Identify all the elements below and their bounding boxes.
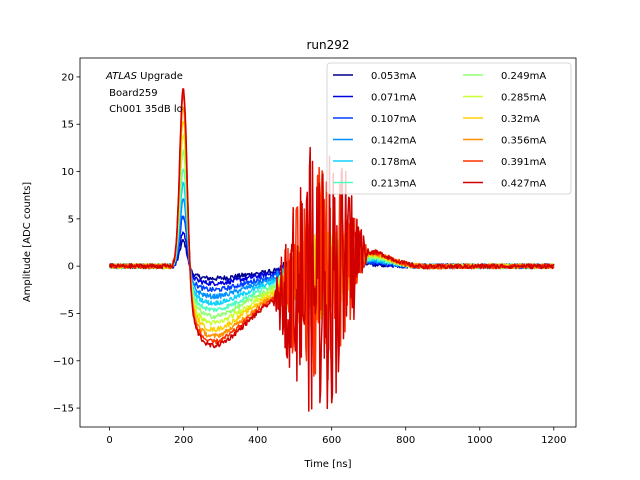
series-line xyxy=(108,88,555,412)
x-tick-label: 0 xyxy=(106,435,112,446)
x-axis: 0 200 400 600 800 1000 1200 xyxy=(106,427,567,446)
y-tick-label: 10 xyxy=(61,167,74,178)
legend-label: 0.142mA xyxy=(371,136,416,147)
legend-label: 0.071mA xyxy=(371,93,416,104)
annotation-line-3: Ch001 35dB lo xyxy=(106,104,183,115)
legend-label: 0.178mA xyxy=(371,157,416,168)
y-tick-label: 0 xyxy=(68,262,74,273)
plot-frame xyxy=(79,57,577,428)
svg-text:ATLAS Upgrade: ATLAS Upgrade xyxy=(105,71,183,82)
y-tick-label: 20 xyxy=(61,72,74,83)
y-tick-label: −10 xyxy=(53,356,74,367)
legend-label: 0.32mA xyxy=(501,114,540,125)
annotation: ATLAS Upgrade Board259 Ch001 35dB lo xyxy=(105,71,183,115)
y-tick-label: 5 xyxy=(68,214,74,225)
chart-title: run292 xyxy=(306,38,349,52)
annotation-italic: ATLAS xyxy=(105,71,138,82)
y-tick-label: 15 xyxy=(61,120,74,131)
legend-label: 0.285mA xyxy=(501,93,546,104)
x-tick-label: 1200 xyxy=(541,435,566,446)
legend-label: 0.107mA xyxy=(371,114,416,125)
legend-label: 0.213mA xyxy=(371,179,416,190)
x-tick-label: 1000 xyxy=(467,435,492,446)
x-tick-label: 400 xyxy=(248,435,267,446)
legend-label: 0.427mA xyxy=(501,179,546,190)
legend-label: 0.356mA xyxy=(501,136,546,147)
legend-frame xyxy=(326,62,572,195)
x-tick-label: 200 xyxy=(174,435,193,446)
legend: 0.053mA 0.071mA 0.107mA 0.142mA 0.178mA 0.213… xyxy=(326,62,572,195)
legend-label: 0.053mA xyxy=(371,71,416,82)
y-tick-label: −15 xyxy=(53,404,74,415)
y-axis: −15 −10 −5 0 5 10 15 20 xyxy=(53,72,80,415)
x-tick-label: 600 xyxy=(322,435,341,446)
legend-label: 0.249mA xyxy=(501,71,546,82)
x-tick-label: 800 xyxy=(396,435,415,446)
x-axis-title: Time [ns] xyxy=(303,459,351,470)
y-axis-title: Amplitude [ADC counts] xyxy=(22,182,33,302)
series-layer xyxy=(108,88,555,412)
y-tick-label: −5 xyxy=(59,309,74,320)
annotation-rest: Upgrade xyxy=(137,71,183,82)
legend-label: 0.391mA xyxy=(501,157,546,168)
annotation-line-2: Board259 xyxy=(106,88,158,99)
